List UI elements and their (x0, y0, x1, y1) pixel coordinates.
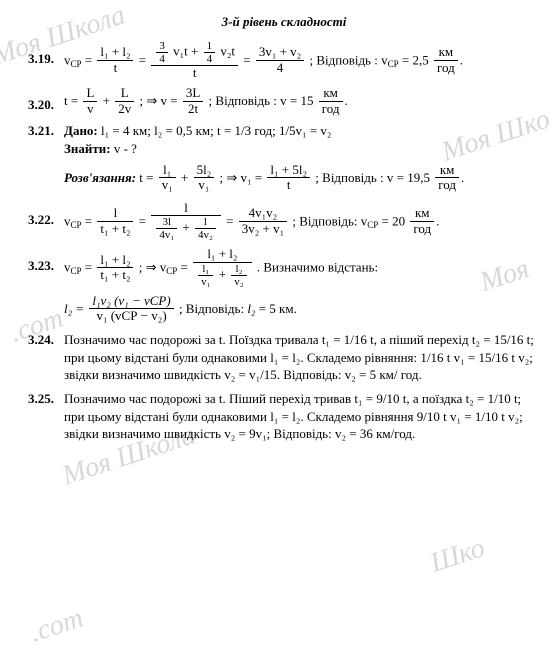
answer-label: ; Відповідь : v = 15 (209, 94, 314, 109)
problem-3-23-line2: l₂ = l₁v₂ (v₁ − vСР)v₁ (vСР − v₂) ; Відп… (64, 294, 540, 324)
page-content: 3-й рівень складності 3.19. vСР = l₁ + l… (0, 0, 558, 459)
problem-3-21-solution: Розв'язання: t = l₁v₁ + 5l₂v₁ ; ⇒ v₁ = l… (64, 163, 540, 193)
problem-number: 3.19. (28, 40, 64, 68)
solution-label: Розв'язання: (64, 170, 136, 185)
answer-label: Відповідь : v (316, 52, 387, 67)
fraction: 3v₁ + v₂4 (256, 45, 304, 75)
problem-body: t = Lv + L2v ; ⇒ v = 3L2t ; Відповідь : … (64, 86, 540, 116)
problem-body: Позначимо час подорожі за t. Поїздка три… (64, 331, 540, 384)
problem-3-19: 3.19. vСР = l₁ + l₂t = 34 v₁t + 14 v₂t t… (28, 40, 540, 80)
problem-3-22: 3.22. vСР = lt₁ + t₂ = l 3l4v₁ + l4v₂ = … (28, 201, 540, 241)
answer-label: ; Відповідь: v (292, 213, 367, 228)
problem-body: Дано: l₁ = 4 км; l₂ = 0,5 км; t = 1/3 го… (64, 122, 540, 157)
find-label: Знайти: (64, 141, 111, 156)
tail-text: . Визначимо відстань: (257, 260, 378, 275)
problem-3-20: 3.20. t = Lv + L2v ; ⇒ v = 3L2t ; Відпов… (28, 86, 540, 116)
problem-3-24: 3.24. Позначимо час подорожі за t. Поїзд… (28, 331, 540, 384)
problem-number: 3.25. (28, 390, 64, 408)
unit: кмгод (319, 86, 343, 116)
unit: кмгод (435, 163, 459, 193)
section-heading: 3-й рівень складності (28, 14, 540, 30)
given-label: Дано: (64, 123, 98, 138)
watermark: Шко (426, 532, 488, 580)
unit: кмгод (434, 45, 458, 75)
watermark: .com (26, 602, 87, 649)
problem-number: 3.24. (28, 331, 64, 349)
unit: кмгод (410, 206, 434, 236)
problem-number: 3.20. (28, 86, 64, 114)
fraction: 34 v₁t + 14 v₂t t (151, 40, 238, 80)
answer-label: ; Відповідь : v = 19,5 (315, 170, 430, 185)
problem-number: 3.23. (28, 247, 64, 275)
sub-cp: СР (71, 59, 82, 69)
answer-label: ; Відповідь: (179, 301, 247, 316)
problem-number: 3.21. (28, 122, 64, 140)
problem-body: vСР = l₁ + l₂t = 34 v₁t + 14 v₂t t = 3v₁… (64, 40, 540, 80)
problem-body: vСР = l₁ + l₂t₁ + t₂ ; ⇒ vСР = l₁ + l₂ l… (64, 247, 540, 287)
fraction: l₁ + l₂t (97, 45, 133, 75)
problem-body: Позначимо час подорожі за t. Піший перех… (64, 390, 540, 443)
problem-body: vСР = lt₁ + t₂ = l 3l4v₁ + l4v₂ = 4v₁v₂3… (64, 201, 540, 241)
problem-3-23: 3.23. vСР = l₁ + l₂t₁ + t₂ ; ⇒ vСР = l₁ … (28, 247, 540, 287)
problem-number: 3.22. (28, 201, 64, 229)
problem-3-25: 3.25. Позначимо час подорожі за t. Піший… (28, 390, 540, 443)
problem-3-21: 3.21. Дано: l₁ = 4 км; l₂ = 0,5 км; t = … (28, 122, 540, 157)
